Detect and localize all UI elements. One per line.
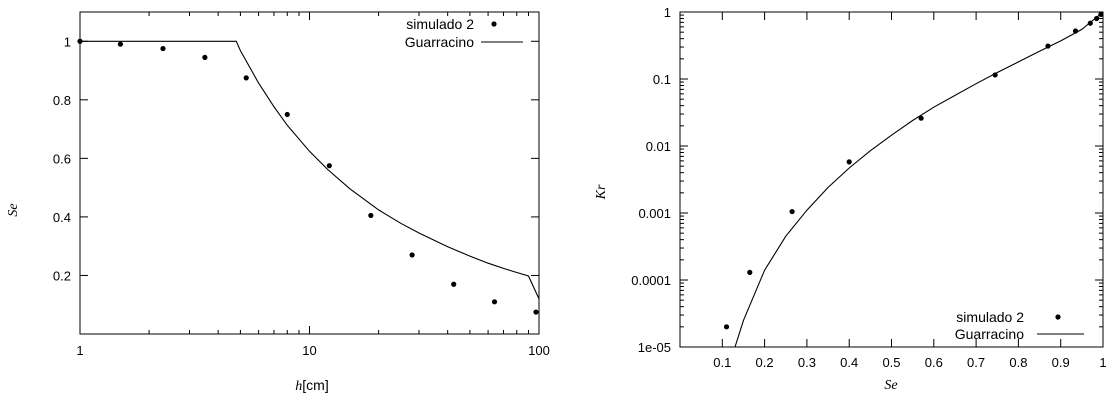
right-y-tick-label: 0.001 <box>638 206 671 221</box>
left-simulado-point <box>117 41 124 47</box>
right-guarracino-curve <box>734 11 1104 348</box>
left-axis-ticks: 1 10 100 0.2 0.4 0.6 0.8 1 <box>53 12 550 358</box>
right-x-tick-label: 0.3 <box>798 355 816 370</box>
left-x-axis-label: h[cm] <box>295 377 328 394</box>
left-simulado-point <box>368 212 374 219</box>
right-simulado-point <box>846 159 852 165</box>
right-x-tick-label: 0.8 <box>1009 355 1027 370</box>
left-simulado-point <box>77 38 83 44</box>
right-y-tick-label: 1e-05 <box>638 340 671 355</box>
left-simulado-point <box>160 45 166 52</box>
right-y-tick-label: 0.0001 <box>631 273 671 288</box>
right-x-tick-label: 0.4 <box>840 355 858 370</box>
left-y-tick-label: 0.2 <box>53 268 71 283</box>
left-y-tick-label: 0.8 <box>53 93 71 108</box>
right-legend-marker-simulado <box>1055 314 1061 320</box>
right-legend-label-guarracino: Guarracino <box>955 326 1024 342</box>
right-chart: 0.1 0.2 0.3 0.4 0.5 0.6 0.7 0.8 0.9 1 1e-05 0.0001 0… <box>594 5 1107 393</box>
left-plot-frame <box>79 11 540 335</box>
left-y-tick-label: 0.6 <box>53 151 71 166</box>
right-x-tick-label: 0.5 <box>882 355 900 370</box>
right-y-tick-label: 1 <box>664 5 671 20</box>
left-simulado-point <box>533 309 539 315</box>
right-simulado-point <box>789 208 795 215</box>
right-simulado-point <box>992 72 998 78</box>
right-simulado-point <box>1087 20 1093 26</box>
left-simulado-point <box>243 75 249 81</box>
left-x-axis-label-var: h <box>295 379 302 394</box>
right-simulado-point <box>747 269 753 275</box>
left-legend-marker-simulado <box>491 21 497 27</box>
left-simulado-point <box>491 299 498 305</box>
right-legend: simulado 2 Guarracino <box>955 309 1084 342</box>
left-x-axis-label-unit: [cm] <box>302 377 328 393</box>
right-x-tick-label: 0.1 <box>713 355 731 370</box>
right-x-tick-label: 0.6 <box>925 355 943 370</box>
left-x-tick-label: 10 <box>302 343 316 358</box>
left-simulado-point <box>409 252 415 258</box>
right-x-tick-label: 0.7 <box>967 355 985 370</box>
right-x-tick-label: 0.2 <box>756 355 774 370</box>
right-simulado-points-group <box>723 11 1104 330</box>
left-legend-label-guarracino: Guarracino <box>405 34 474 50</box>
right-x-axis-label: Se <box>884 378 897 393</box>
right-y-axis-label: Kr <box>594 184 609 200</box>
right-simulado-point <box>1045 43 1051 49</box>
right-x-tick-label: 1 <box>1099 355 1106 370</box>
right-simulado-point <box>1072 28 1079 34</box>
right-x-tick-label: 0.9 <box>1052 355 1070 370</box>
right-simulado-point <box>1098 11 1104 18</box>
left-x-tick-label: 1 <box>76 343 83 358</box>
right-simulado-point <box>1094 15 1100 22</box>
left-legend-label-simulado: simulado 2 <box>406 16 474 32</box>
left-chart: 1 10 100 0.2 0.4 0.6 0.8 1 Se h[cm] simulado 2 … <box>6 11 550 394</box>
left-simulado-points-group <box>77 38 539 315</box>
right-simulado-point <box>918 115 924 121</box>
left-simulado-point <box>326 163 332 169</box>
right-y-tick-label: 0.01 <box>646 139 671 154</box>
right-simulado-point <box>723 324 730 330</box>
left-guarracino-curve <box>80 40 540 300</box>
right-legend-label-simulado: simulado 2 <box>956 309 1024 325</box>
left-x-tick-label: 100 <box>528 343 550 358</box>
left-y-tick-label: 1 <box>64 34 71 49</box>
right-plot-frame <box>679 11 1104 348</box>
left-simulado-point <box>451 281 457 287</box>
left-simulado-point <box>202 54 208 60</box>
left-simulado-point <box>284 111 290 118</box>
left-y-tick-label: 0.4 <box>53 210 71 225</box>
left-y-axis-label: Se <box>6 203 21 216</box>
left-guarracino-curve-group <box>80 40 540 300</box>
right-axis-ticks: 0.1 0.2 0.3 0.4 0.5 0.6 0.7 0.8 0.9 1 1e-05 0.0001 0… <box>631 5 1106 370</box>
right-y-tick-label: 0.1 <box>653 72 671 87</box>
right-guarracino-curve-group <box>734 11 1104 348</box>
left-legend: simulado 2 Guarracino <box>405 16 523 50</box>
